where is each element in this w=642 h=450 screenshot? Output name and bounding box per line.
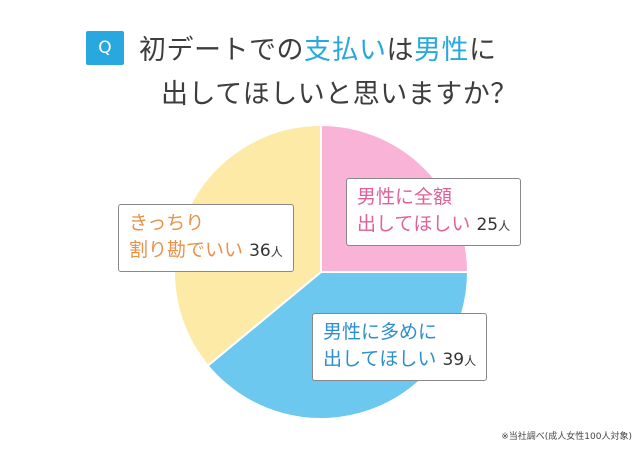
callout-full-payment-count: 25 bbox=[476, 215, 499, 235]
title-text-1: 初デートでの bbox=[139, 35, 304, 66]
callout-full-payment-line2-text: 出してほしい bbox=[357, 213, 471, 235]
callout-full-payment-unit: 人 bbox=[498, 219, 511, 233]
callout-split-bill-line2: 割り勘でいい 36人 bbox=[129, 237, 283, 266]
callout-more-payment-line2: 出してほしい 39人 bbox=[323, 346, 476, 375]
callout-more-payment-line1: 男性に多めに bbox=[323, 321, 438, 343]
callout-more-payment-line2-text: 出してほしい bbox=[323, 348, 437, 370]
title-line-1: 初デートでの支払いは男性に bbox=[139, 28, 497, 67]
callout-more-payment-count: 39 bbox=[442, 350, 465, 370]
title-text-2: は bbox=[386, 35, 414, 66]
callout-split-bill-unit: 人 bbox=[270, 245, 283, 259]
title-text-3: に bbox=[469, 35, 497, 66]
callout-full-payment-line1: 男性に全額 bbox=[357, 186, 453, 208]
question-badge: Q bbox=[86, 31, 124, 65]
title-highlight-payment: 支払い bbox=[304, 35, 387, 66]
callout-full-payment: 男性に全額 出してほしい 25人 bbox=[346, 178, 522, 246]
callout-more-payment: 男性に多めに 出してほしい 39人 bbox=[312, 313, 488, 381]
callout-more-payment-unit: 人 bbox=[464, 354, 477, 368]
survey-footnote: ※当社調べ(成人女性100人対象) bbox=[501, 432, 632, 442]
title-highlight-male: 男性 bbox=[414, 35, 469, 66]
callout-split-bill: きっちり 割り勘でいい 36人 bbox=[118, 204, 294, 272]
callout-split-bill-count: 36 bbox=[249, 241, 271, 261]
callout-full-payment-line2: 出してほしい 25人 bbox=[357, 211, 510, 240]
callout-split-bill-line1: きっちり bbox=[129, 212, 205, 234]
callout-split-bill-line2-text: 割り勘でいい bbox=[129, 239, 244, 261]
title-line-2: 出してほしいと思いますか？ bbox=[161, 79, 518, 110]
